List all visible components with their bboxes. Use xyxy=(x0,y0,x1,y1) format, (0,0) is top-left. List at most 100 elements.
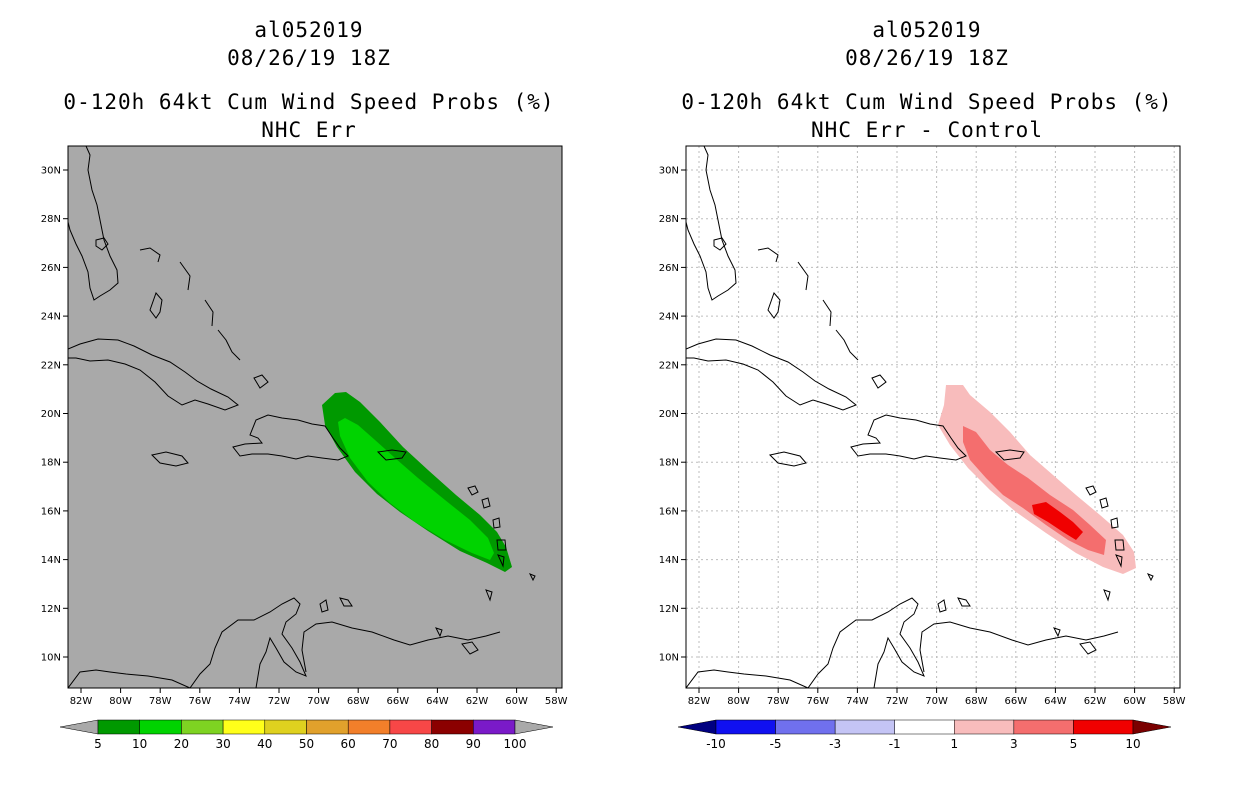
right-colorbar-segment xyxy=(894,719,955,735)
storm-id-title: al052019 xyxy=(254,18,364,42)
right-lon-label: 66W xyxy=(1004,696,1027,707)
left-lon-label: 66W xyxy=(386,696,409,707)
lat-axis: 30N 28N 26N 24N 22N 20N 18N 16N 14N 12N 10N xyxy=(659,166,686,664)
left-colorbar-label: 100 xyxy=(504,737,527,751)
left-colorbar-segment xyxy=(389,719,432,735)
left-colorbar-segment xyxy=(347,719,391,735)
left-lat-label: 12N xyxy=(41,604,61,615)
colorbar: -10 -5 -3 -1 1 3 5 10 xyxy=(677,719,1172,751)
storm-id-title: al052019 xyxy=(872,18,982,42)
right-lat-label: 14N xyxy=(659,555,679,566)
right-colorbar-label: 1 xyxy=(950,737,958,751)
left-lat-label: 14N xyxy=(41,555,61,566)
lat-axis: 30N 28N 26N 24N 22N 20N 18N 16N 14N 12N 10N xyxy=(41,166,68,664)
left-colorbar-label: 40 xyxy=(257,737,272,751)
right-colorbar-low-arrow xyxy=(677,719,717,735)
right-lon-label: 82W xyxy=(688,696,711,707)
left-colorbar-segment xyxy=(139,719,182,735)
left-lon-label: 74W xyxy=(228,696,251,707)
left-lat-label: 30N xyxy=(41,166,61,177)
coastlines xyxy=(686,146,1154,688)
right-colorbar-label: 3 xyxy=(1010,737,1018,751)
left-colorbar-high-arrow xyxy=(514,719,554,735)
right-lon-label: 64W xyxy=(1044,696,1067,707)
right-lon-label: 70W xyxy=(925,696,948,707)
left-colorbar-label: 80 xyxy=(424,737,439,751)
left-colorbar-label: 5 xyxy=(94,737,102,751)
right-lon-label: 76W xyxy=(806,696,829,707)
left-lon-label: 58W xyxy=(545,696,568,707)
colorbar: 5 10 20 30 40 50 60 70 80 90 100 xyxy=(59,719,554,751)
left-lat-label: 28N xyxy=(41,214,61,225)
map-frame xyxy=(685,145,1181,689)
left-lat-label: 18N xyxy=(41,458,61,469)
left-lon-label: 76W xyxy=(188,696,211,707)
right-lon-label: 60W xyxy=(1123,696,1146,707)
right-lon-label: 72W xyxy=(886,696,909,707)
left-colorbar-segment xyxy=(473,719,516,735)
left-panel: al052019 08/26/19 18Z 0-120h 64kt Cum Wi… xyxy=(41,18,568,751)
left-colorbar-label: 60 xyxy=(341,737,356,751)
left-map: 30N 28N 26N 24N 22N 20N 18N 16N 14N 12N 10N 82W 80W… xyxy=(41,145,568,751)
subtitle: NHC Err xyxy=(261,118,357,142)
left-lon-label: 82W xyxy=(70,696,93,707)
right-colorbar-segment xyxy=(954,719,1015,735)
grid xyxy=(686,146,1180,688)
datetime-title: 08/26/19 18Z xyxy=(845,46,1009,70)
left-colorbar-label: 90 xyxy=(466,737,481,751)
lon-axis: 82W 80W 78W 76W 74W 72W 70W 68W 66W 64W 62W 60W 58W xyxy=(70,688,568,707)
left-lat-label: 26N xyxy=(41,263,61,274)
right-lat-label: 18N xyxy=(659,458,679,469)
right-lat-label: 10N xyxy=(659,653,679,664)
left-colorbar-label: 10 xyxy=(132,737,147,751)
left-lat-label: 20N xyxy=(41,409,61,420)
right-lat-label: 20N xyxy=(659,409,679,420)
left-colorbar-segment xyxy=(431,719,474,735)
left-lon-label: 72W xyxy=(268,696,291,707)
left-lat-label: 22N xyxy=(41,360,61,371)
right-lat-label: 22N xyxy=(659,360,679,371)
right-colorbar-segment xyxy=(775,719,836,735)
diff-contour-5 xyxy=(1032,502,1083,540)
right-colorbar-high-arrow xyxy=(1132,719,1172,735)
datetime-title: 08/26/19 18Z xyxy=(227,46,391,70)
right-lon-label: 80W xyxy=(727,696,750,707)
right-lon-label: 78W xyxy=(767,696,790,707)
left-colorbar-label: 30 xyxy=(215,737,230,751)
right-colorbar-segment xyxy=(1073,719,1134,735)
left-colorbar-segment xyxy=(222,719,266,735)
left-lon-label: 80W xyxy=(109,696,132,707)
right-lat-label: 24N xyxy=(659,312,679,323)
left-colorbar-low-arrow xyxy=(59,719,99,735)
right-colorbar-label: -5 xyxy=(770,737,782,751)
right-panel: al052019 08/26/19 18Z 0-120h 64kt Cum Wi… xyxy=(618,0,1236,800)
right-colorbar-segment xyxy=(1013,719,1074,735)
right-lon-label: 58W xyxy=(1163,696,1186,707)
right-lat-label: 26N xyxy=(659,263,679,274)
map-frame xyxy=(67,145,563,689)
left-colorbar-segment xyxy=(97,719,140,735)
right-lon-label: 74W xyxy=(846,696,869,707)
left-lat-label: 24N xyxy=(41,312,61,323)
left-lon-label: 60W xyxy=(505,696,528,707)
probability-shading xyxy=(322,392,512,572)
right-colorbar-segment xyxy=(715,719,776,735)
coastlines xyxy=(68,146,536,688)
right-colorbar-label: -3 xyxy=(829,737,841,751)
left-lon-label: 70W xyxy=(307,696,330,707)
left-lon-label: 68W xyxy=(347,696,370,707)
right-colorbar-label: 5 xyxy=(1070,737,1078,751)
right-lat-label: 28N xyxy=(659,214,679,225)
product-title: 0-120h 64kt Cum Wind Speed Probs (%) xyxy=(681,90,1173,114)
product-title: 0-120h 64kt Cum Wind Speed Probs (%) xyxy=(63,90,555,114)
right-colorbar-label: 10 xyxy=(1125,737,1140,751)
left-colorbar-segment xyxy=(306,719,349,735)
right-colorbar-segment xyxy=(834,719,895,735)
left-lat-label: 16N xyxy=(41,506,61,517)
left-colorbar-label: 70 xyxy=(382,737,397,751)
right-colorbar-label: -10 xyxy=(706,737,726,751)
left-colorbar-label: 20 xyxy=(174,737,189,751)
subtitle: NHC Err - Control xyxy=(811,118,1043,142)
right-map: 30N 28N 26N 24N 22N 20N 18N 16N 14N 12N 10N 82W 80W… xyxy=(659,145,1186,751)
right-colorbar-label: -1 xyxy=(889,737,901,751)
